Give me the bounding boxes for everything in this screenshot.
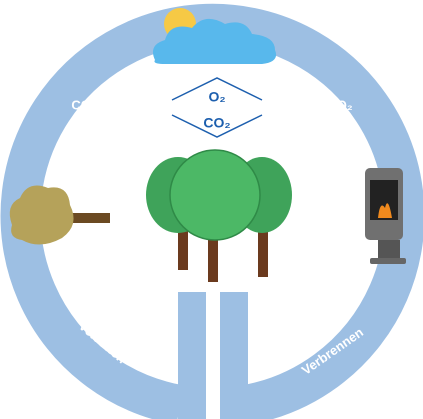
stove <box>365 168 406 264</box>
right-arrow <box>309 88 325 104</box>
center-bottom-label: CO₂ <box>203 115 230 131</box>
carbon-cycle-diagram: O₂ CO₂ CO₂ CO₂ Verrotten Verbrennen <box>0 0 423 419</box>
page: O₂ CO₂ CO₂ CO₂ Verrotten Verbrennen (() … <box>0 0 423 419</box>
left-arrow <box>100 88 116 104</box>
ring-gap <box>206 380 220 419</box>
right-column <box>220 292 248 419</box>
trees <box>146 150 292 282</box>
rotting-tree <box>10 186 110 245</box>
left-gas-label: CO₂ <box>71 97 97 112</box>
left-column <box>178 292 206 419</box>
center-top-label: O₂ <box>208 89 225 105</box>
right-gas-label: CO₂ <box>327 97 353 112</box>
